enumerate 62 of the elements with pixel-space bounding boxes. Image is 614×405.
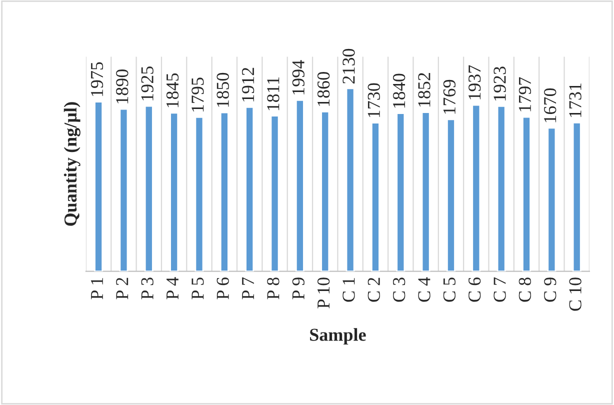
data-label: 1975 [90,62,104,96]
data-label: 1923 [494,66,506,100]
x-axis-title: Sample [310,328,366,345]
x-tick-label: P 3 [141,278,154,300]
data-label: 1811 [267,77,280,110]
data-label: 1860 [317,72,330,106]
data-label: 1937 [468,65,481,100]
data-label: 1797 [518,77,532,112]
data-label: 1731 [569,84,582,117]
x-tick-label: P 7 [242,277,254,300]
x-tick-label: C 5 [443,278,456,302]
bar [194,116,204,272]
bar [94,101,104,272]
x-tick-label: P 1 [90,278,103,300]
x-tick-label: C 4 [418,277,430,302]
bar [472,104,481,272]
x-tick-label: P 2 [116,278,128,300]
x-tick-label: C 9 [544,278,556,302]
bar [320,110,330,272]
bar [270,115,280,272]
data-label: 1925 [141,66,154,100]
bar [220,112,229,272]
bar [547,127,556,272]
x-tick-label: C 10 [569,278,582,311]
bar [421,112,430,272]
x-tick-label: C 8 [518,278,532,302]
data-label: 1850 [216,72,229,107]
data-label: 1795 [192,78,204,112]
x-tick-label: P 8 [267,278,280,300]
x-tick-label: P 5 [192,278,204,300]
bar [245,106,254,272]
data-label: 1845 [166,73,179,108]
bar [446,118,456,272]
data-label: 1852 [418,73,430,107]
data-label: 1840 [392,74,406,108]
x-tick-label: P 10 [317,278,330,308]
x-tick-label: C 2 [368,278,380,302]
x-tick-label: C 6 [468,277,481,302]
data-label: 1730 [368,83,380,118]
x-tick-label: P 9 [292,278,304,300]
bar [119,108,128,272]
data-label: 1890 [116,69,128,104]
bar [370,122,380,272]
bar [295,99,304,272]
bar [572,122,582,272]
bar [144,105,154,272]
x-tick-label: C 1 [342,278,355,302]
data-label: 1912 [242,68,254,102]
data-label: 1994 [292,60,304,94]
x-tick-label: P 6 [216,277,229,300]
bar [496,106,506,272]
x-tick-label: C 3 [393,278,406,302]
y-axis-title: Quantity (ng/µl) [64,102,80,226]
x-tick-label: P 4 [166,277,178,300]
data-label: 1670 [544,88,556,122]
data-label: 2130 [342,48,355,84]
bar [522,116,531,272]
x-tick-label: C 7 [494,277,506,302]
bar [346,88,355,272]
bar [396,112,406,272]
bar [170,112,179,272]
data-label: 1769 [443,80,456,114]
